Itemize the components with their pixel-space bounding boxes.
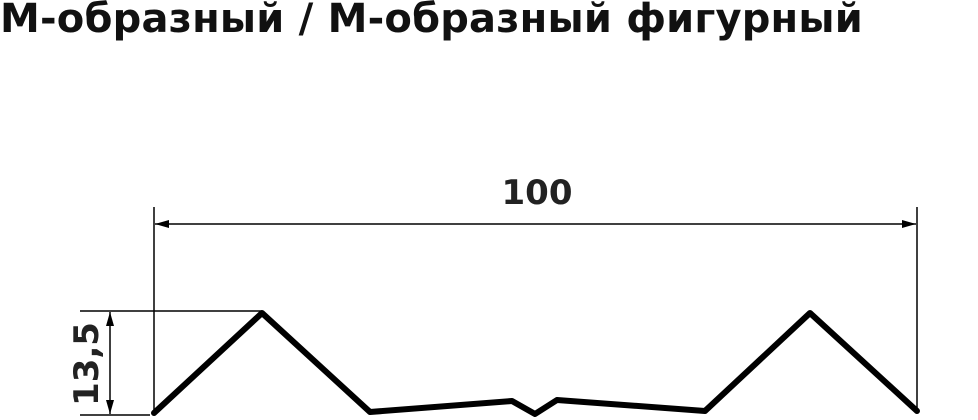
height-label: 13,5 bbox=[67, 322, 107, 406]
diagram-title: М-образный / М-образный фигурный bbox=[0, 0, 863, 42]
width-label: 100 bbox=[502, 173, 573, 213]
m-profile-line bbox=[151, 310, 920, 417]
